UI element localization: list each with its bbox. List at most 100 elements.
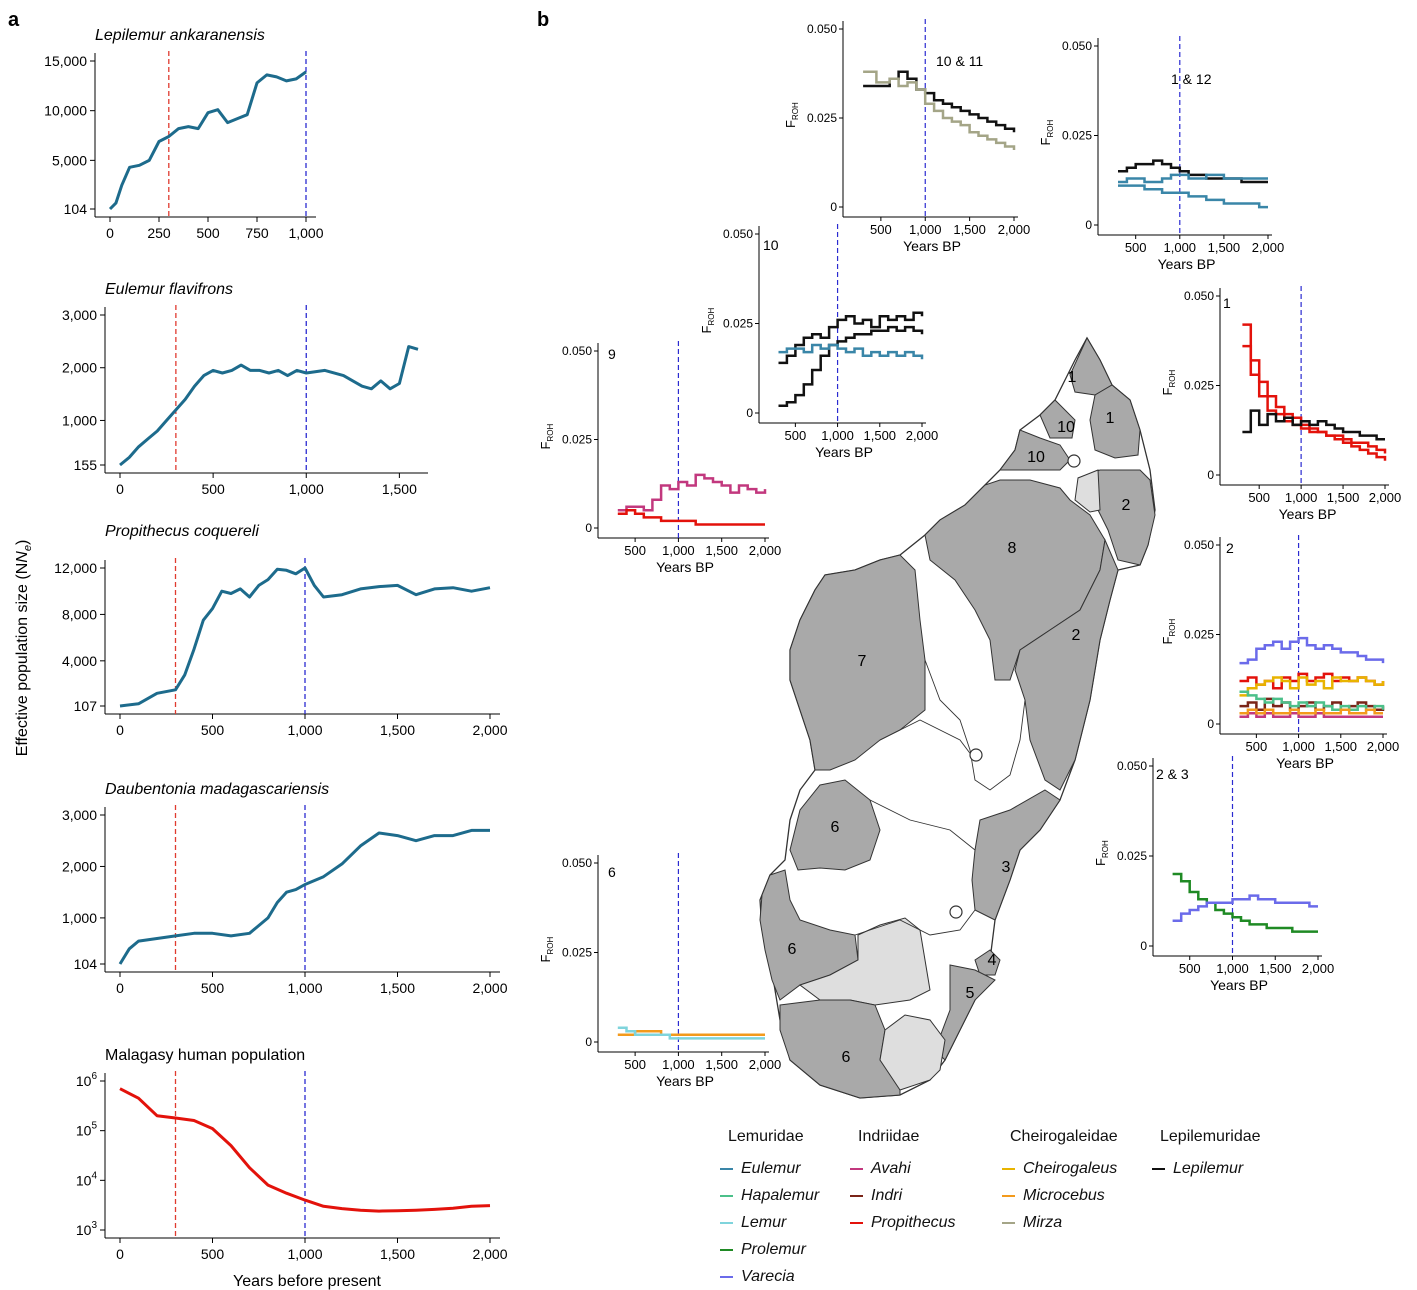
y-tick-label: 3,000 bbox=[62, 807, 97, 823]
map-region-label: 6 bbox=[842, 1049, 851, 1066]
y-tick-label: 106 bbox=[76, 1071, 98, 1089]
legend-label: Prolemur bbox=[741, 1240, 806, 1258]
chart-title: Daubentonia madagascariensis bbox=[105, 781, 329, 798]
map-boundary-line bbox=[924, 659, 1026, 791]
x-tick-label: 2,000 bbox=[1252, 240, 1285, 255]
x-tick-label: 1,500 bbox=[380, 980, 415, 996]
x-tick-label: 1,000 bbox=[287, 1246, 322, 1262]
x-tick-label: 500 bbox=[201, 980, 225, 996]
x-tick-label: 500 bbox=[1179, 961, 1201, 976]
region-label: 10 bbox=[763, 237, 779, 253]
region-label: 6 bbox=[608, 864, 616, 880]
panel-label-a: a bbox=[8, 9, 20, 31]
map-city-circle bbox=[1067, 454, 1081, 468]
x-tick-label: 500 bbox=[1246, 739, 1268, 754]
froh-chart-b_2: 0 0.025 0.050 500 1,000 1,500 2,000 FROH Years B… bbox=[1160, 535, 1399, 771]
froh-chart-b_10: 0 0.025 0.050 500 1,000 1,500 2,000 FROH Years B… bbox=[699, 224, 938, 460]
chart-a2: Eulemur flavifrons 155 1,000 2,000 3,000 0 500… bbox=[62, 281, 428, 497]
x-tick-label: 1,500 bbox=[953, 222, 986, 237]
x-tick-label: 1,500 bbox=[380, 1246, 415, 1262]
froh-series-lepilemur bbox=[1242, 409, 1385, 441]
chart-a1: Lepilemur ankaranensis 104 5,000 10,000 15,0… bbox=[44, 27, 324, 241]
map-region-label: 3 bbox=[1002, 859, 1011, 876]
legend-group: Cheirogaleidae Cheirogaleus Microcebus Mirz… bbox=[1002, 1128, 1118, 1236]
y-tick-label: 2,000 bbox=[62, 360, 97, 376]
map-region-label: 8 bbox=[1008, 540, 1017, 557]
x-tick-label: 2,000 bbox=[998, 222, 1031, 237]
legend-item: Cheirogaleus bbox=[1002, 1155, 1118, 1182]
froh-axis-label: FROH bbox=[1160, 370, 1177, 396]
legend-label: Lepilemur bbox=[1173, 1159, 1244, 1177]
froh-x-axis-label: Years BP bbox=[656, 559, 714, 575]
y-tick-label: 0 bbox=[1207, 468, 1214, 482]
x-tick-label: 1,500 bbox=[382, 481, 417, 497]
x-tick-label: 500 bbox=[624, 1057, 646, 1072]
map-region-light bbox=[879, 1014, 946, 1091]
x-tick-label: 500 bbox=[870, 222, 892, 237]
froh-series-eulemur bbox=[778, 343, 924, 360]
legend-label: Microcebus bbox=[1023, 1186, 1105, 1204]
madagascar-map: 1 1 10 10 2 8 2 7 3 45 6 6 6 bbox=[759, 336, 1156, 1099]
froh-series-varecia bbox=[1239, 636, 1385, 665]
y-tick-label: 104 bbox=[76, 1170, 98, 1188]
map-region-label: 1 bbox=[1106, 410, 1115, 427]
froh-chart-b_1_12: 0 0.025 0.050 500 1,000 1,500 2,000 FROH Years B… bbox=[1038, 36, 1284, 272]
froh-series-indri bbox=[1239, 697, 1385, 711]
charts-layer: Lepilemur ankaranensis1045,00010,00015,0… bbox=[44, 19, 1401, 1290]
legend-label: Hapalemur bbox=[741, 1186, 820, 1204]
y-tick-label: 10,000 bbox=[44, 103, 87, 119]
y-tick-label: 0.025 bbox=[562, 946, 592, 960]
x-tick-label: 0 bbox=[116, 481, 124, 497]
y-tick-label: 0.025 bbox=[723, 317, 753, 331]
map-region-label: 10 bbox=[1027, 449, 1045, 466]
y-tick-label: 1,000 bbox=[62, 910, 97, 926]
legend-group-title: Cheirogaleidae bbox=[1010, 1128, 1118, 1145]
froh-series-avahi bbox=[1239, 712, 1383, 719]
svg-text:Effective population size (NNe: Effective population size (NNe) bbox=[14, 540, 34, 757]
froh-series-hapalemur bbox=[1239, 690, 1385, 711]
x-tick-label: 1,500 bbox=[705, 1057, 738, 1072]
x-tick-label: 1,000 bbox=[288, 225, 323, 241]
legend-item: Hapalemur bbox=[720, 1182, 820, 1209]
shared-y-axis-label: Effective population size (NNe) bbox=[14, 540, 34, 757]
map-region bbox=[999, 429, 1071, 471]
map-city-circle bbox=[949, 905, 963, 919]
froh-x-axis-label: Years BP bbox=[1158, 256, 1216, 272]
froh-series-lepilemur bbox=[778, 311, 924, 365]
chart-title: Eulemur flavifrons bbox=[105, 281, 233, 298]
froh-axis-label: FROH bbox=[538, 424, 555, 450]
x-tick-label: 500 bbox=[201, 481, 225, 497]
legend-group-title: Lepilemuridae bbox=[1160, 1128, 1261, 1145]
froh-axis-label: FROH bbox=[699, 308, 716, 334]
a-x-axis-label: Years before present bbox=[233, 1273, 382, 1290]
legend-swatch bbox=[720, 1194, 733, 1197]
froh-axis-label: FROH bbox=[1160, 619, 1177, 645]
legend-item: Lemur bbox=[720, 1209, 819, 1236]
legend-item: Indri bbox=[850, 1182, 956, 1209]
x-tick-label: 1,000 bbox=[821, 428, 854, 443]
legend-group-title: Indriidae bbox=[858, 1128, 920, 1145]
map-boundary-line bbox=[854, 909, 976, 936]
froh-series-eulemur bbox=[1118, 184, 1268, 209]
y-tick-label: 103 bbox=[76, 1220, 98, 1238]
y-tick-label: 0.025 bbox=[1184, 379, 1214, 393]
y-tick-label: 104 bbox=[74, 956, 98, 972]
froh-series-lemur bbox=[617, 1026, 765, 1040]
y-tick-label: 0.050 bbox=[807, 22, 837, 36]
map-region-label: 2 bbox=[1122, 497, 1131, 514]
froh-chart-b_1: 0 0.025 0.050 500 1,000 1,500 2,000 FROH Years B… bbox=[1160, 286, 1401, 522]
legend-swatch bbox=[720, 1275, 733, 1278]
y-tick-label: 104 bbox=[64, 201, 88, 217]
x-tick-label: 250 bbox=[147, 225, 171, 241]
y-tick-label: 0.050 bbox=[562, 344, 592, 358]
x-tick-label: 2,000 bbox=[749, 543, 782, 558]
x-tick-label: 1,000 bbox=[1282, 739, 1315, 754]
y-tick-label: 0 bbox=[1085, 218, 1092, 232]
x-tick-label: 1,000 bbox=[1216, 961, 1249, 976]
froh-axis-label: FROH bbox=[538, 937, 555, 963]
region-label: 1 bbox=[1223, 295, 1231, 311]
map-region-label: 2 bbox=[1072, 627, 1081, 644]
y-tick-label: 0 bbox=[1207, 717, 1214, 731]
legend-label: Eulemur bbox=[741, 1159, 801, 1177]
chart-a3: Propithecus coquereli 107 4,000 8,000 12,000… bbox=[54, 523, 508, 738]
